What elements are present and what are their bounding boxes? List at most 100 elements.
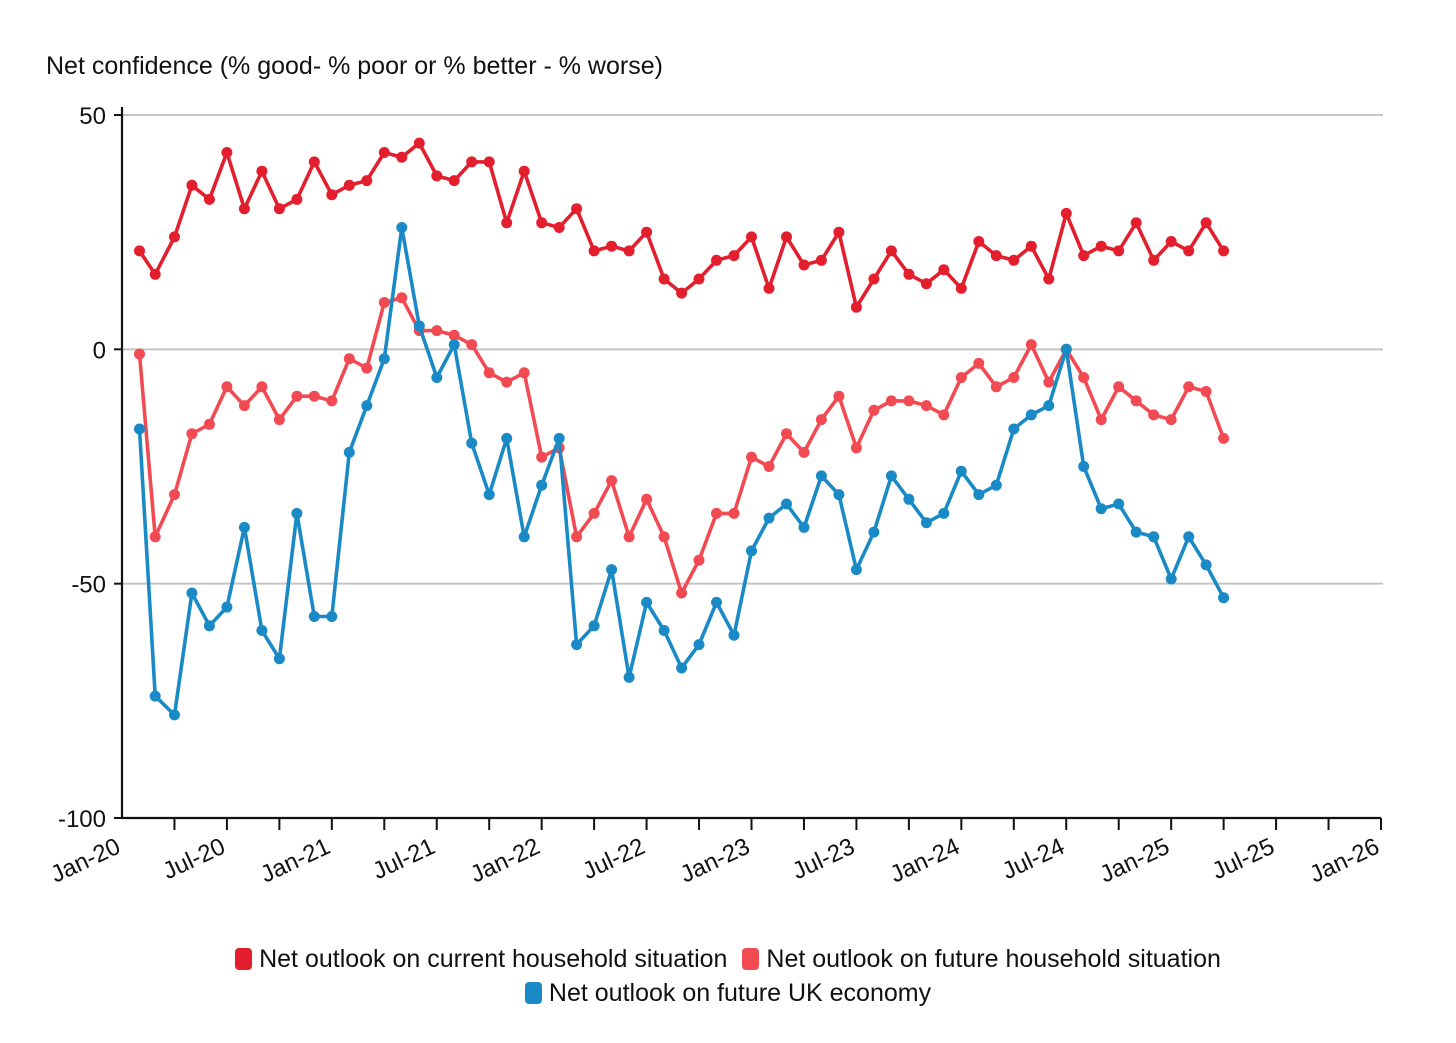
point-current-household-41 — [850, 301, 862, 313]
point-uk-economy-14 — [378, 353, 390, 365]
point-uk-economy-41 — [850, 564, 862, 576]
point-uk-economy-11 — [326, 611, 338, 622]
point-current-household-50 — [1008, 254, 1020, 266]
point-current-household-30 — [658, 273, 670, 285]
point-future-household-56 — [1113, 381, 1125, 393]
point-future-household-57 — [1130, 395, 1142, 407]
point-future-household-62 — [1218, 432, 1230, 444]
point-current-household-20 — [483, 156, 495, 168]
point-future-household-44 — [903, 395, 915, 407]
point-future-household-11 — [326, 395, 338, 407]
point-uk-economy-8 — [273, 653, 285, 665]
point-future-household-6 — [238, 400, 250, 412]
point-future-household-4 — [203, 418, 215, 430]
point-future-household-8 — [273, 414, 285, 426]
point-current-household-12 — [343, 179, 355, 191]
legend-row-1: Net outlook on current household situati… — [0, 942, 1456, 976]
legend-label-current-household: Net outlook on current household situati… — [259, 945, 728, 973]
point-current-household-46 — [938, 264, 950, 276]
point-uk-economy-10 — [308, 611, 320, 622]
series-uk-economy — [134, 222, 1230, 721]
point-uk-economy-26 — [588, 620, 600, 632]
point-current-household-4 — [203, 193, 215, 205]
point-future-household-3 — [186, 428, 198, 440]
point-current-household-39 — [815, 254, 827, 266]
xtick-label-jul-23: Jul-23 — [788, 833, 859, 885]
point-future-household-58 — [1148, 409, 1160, 421]
point-uk-economy-58 — [1148, 531, 1160, 543]
point-future-household-19 — [466, 339, 478, 351]
point-future-household-33 — [711, 507, 722, 519]
point-uk-economy-6 — [238, 521, 250, 533]
point-uk-economy-5 — [221, 601, 233, 613]
point-current-household-42 — [868, 273, 880, 285]
point-future-household-30 — [658, 531, 670, 543]
point-current-household-48 — [973, 236, 985, 247]
ytick-label-50: 50 — [79, 103, 106, 130]
point-future-household-59 — [1165, 414, 1177, 426]
point-current-household-14 — [378, 147, 390, 158]
xtick-label-jul-24: Jul-24 — [998, 833, 1069, 885]
point-uk-economy-19 — [466, 437, 478, 449]
point-current-household-52 — [1043, 273, 1055, 285]
point-uk-economy-35 — [746, 545, 757, 557]
point-uk-economy-43 — [885, 470, 897, 482]
point-uk-economy-45 — [920, 517, 932, 529]
point-uk-economy-50 — [1008, 423, 1020, 435]
point-future-household-37 — [781, 428, 792, 440]
point-future-household-35 — [746, 451, 757, 463]
point-uk-economy-53 — [1060, 343, 1072, 355]
point-uk-economy-9 — [291, 507, 303, 519]
point-current-household-11 — [326, 189, 338, 201]
point-future-household-27 — [606, 475, 618, 487]
point-current-household-61 — [1200, 217, 1212, 229]
point-uk-economy-28 — [623, 671, 635, 683]
point-current-household-5 — [221, 147, 233, 158]
point-uk-economy-27 — [606, 564, 618, 576]
point-current-household-32 — [693, 273, 705, 285]
point-uk-economy-37 — [781, 498, 792, 510]
point-future-household-38 — [798, 446, 810, 458]
point-uk-economy-3 — [186, 587, 198, 599]
xtick-label-jan-26: Jan-26 — [1306, 833, 1384, 888]
point-future-household-45 — [920, 400, 932, 412]
point-uk-economy-13 — [361, 400, 373, 412]
point-future-household-15 — [396, 292, 408, 304]
point-future-household-17 — [431, 325, 443, 337]
point-uk-economy-39 — [815, 470, 827, 482]
legend-row-2: Net outlook on future UK economy — [0, 976, 1456, 1010]
xtick-label-jul-20: Jul-20 — [159, 833, 230, 885]
point-current-household-28 — [623, 245, 635, 257]
point-future-household-61 — [1200, 386, 1212, 397]
point-uk-economy-15 — [396, 222, 408, 233]
point-uk-economy-12 — [343, 446, 355, 458]
legend-label-future-household: Net outlook on future household situatio… — [766, 945, 1221, 973]
point-uk-economy-51 — [1025, 409, 1037, 421]
xtick-label-jan-23: Jan-23 — [676, 833, 754, 888]
point-future-household-14 — [378, 297, 390, 308]
point-current-household-57 — [1130, 217, 1142, 229]
point-future-household-22 — [518, 367, 530, 379]
legend-item-future-household: Net outlook on future household situatio… — [742, 942, 1221, 976]
point-current-household-60 — [1183, 245, 1195, 257]
xtick-label-jan-22: Jan-22 — [466, 833, 544, 888]
point-future-household-46 — [938, 409, 950, 421]
point-uk-economy-33 — [711, 596, 722, 608]
xtick-label-jul-21: Jul-21 — [369, 833, 440, 885]
point-future-household-51 — [1025, 339, 1037, 351]
point-current-household-31 — [676, 287, 688, 299]
point-future-household-52 — [1043, 376, 1055, 388]
point-future-household-29 — [641, 493, 653, 505]
point-uk-economy-59 — [1165, 573, 1177, 585]
point-current-household-62 — [1218, 245, 1230, 257]
legend: Net outlook on current household situati… — [0, 942, 1456, 1010]
point-uk-economy-2 — [169, 709, 180, 721]
legend-swatch-future-household — [742, 948, 760, 970]
point-uk-economy-22 — [518, 531, 530, 543]
xtick-label-jul-22: Jul-22 — [578, 833, 649, 885]
legend-swatch-current-household — [235, 948, 253, 970]
ytick-label--100: -100 — [58, 806, 106, 833]
point-current-household-53 — [1060, 207, 1072, 219]
point-uk-economy-40 — [833, 489, 845, 501]
point-uk-economy-55 — [1095, 503, 1107, 515]
